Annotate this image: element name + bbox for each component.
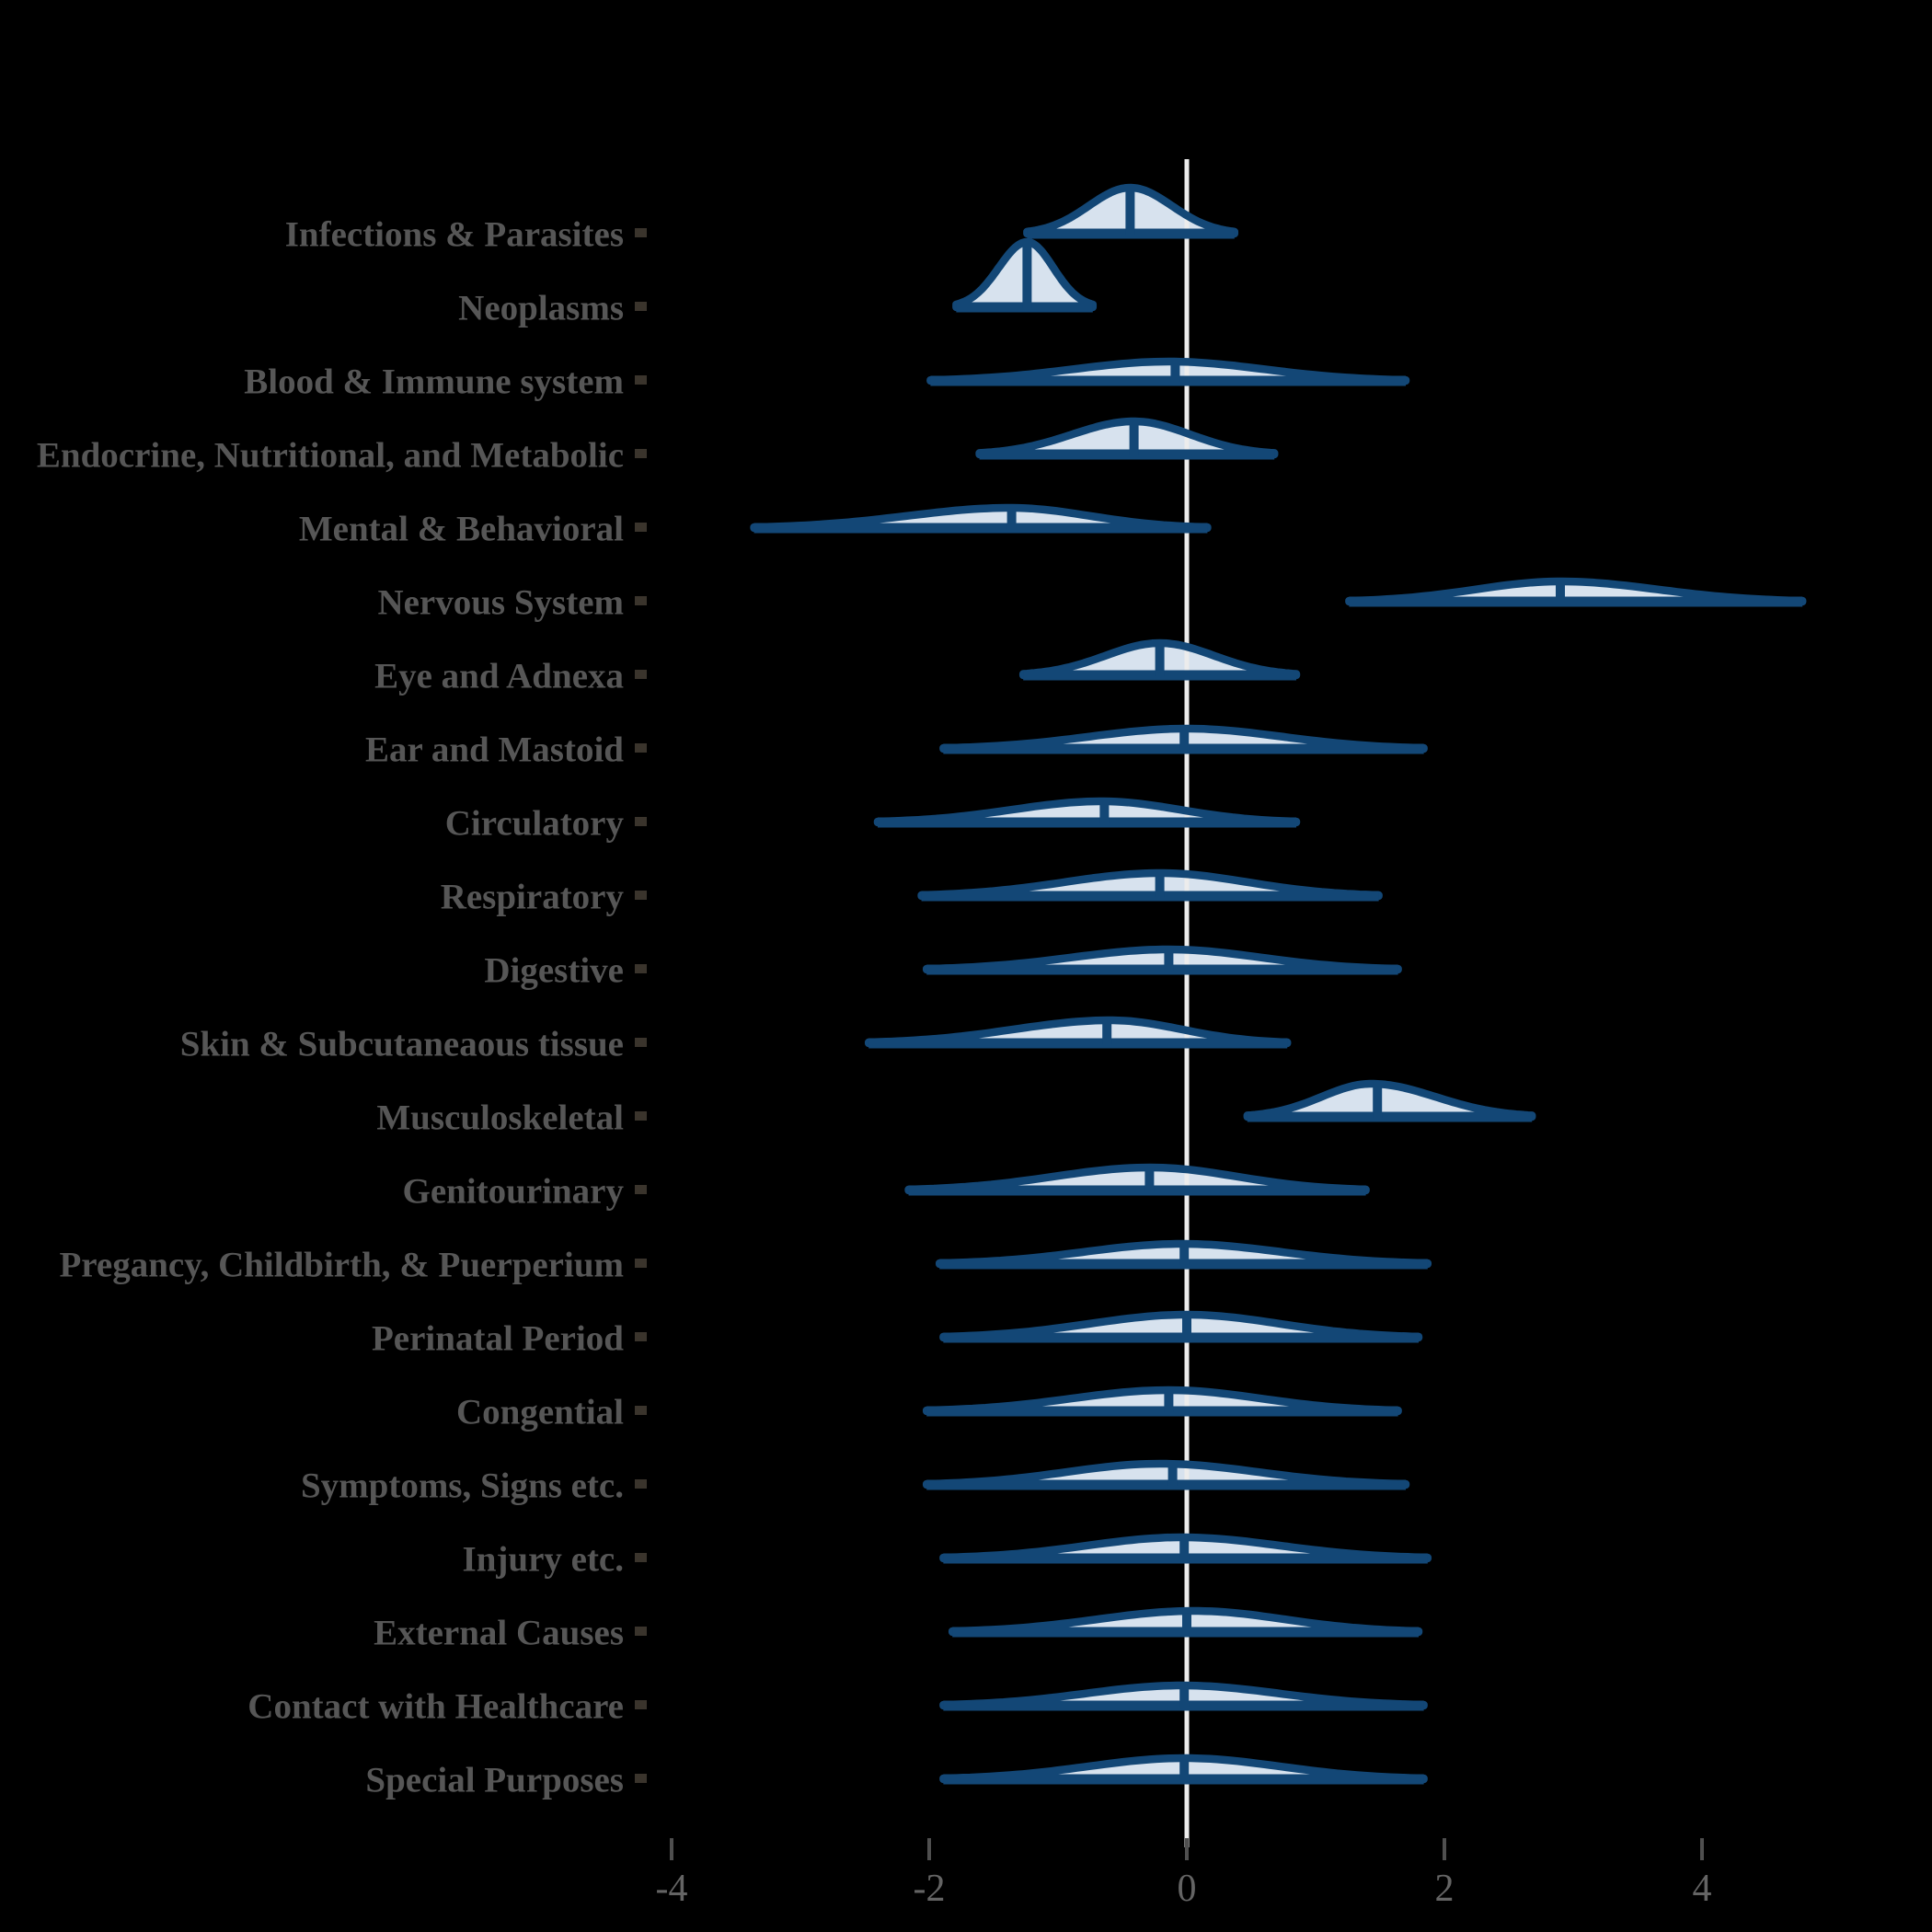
category-label: Nervous System <box>377 583 624 623</box>
category-label: Eye and Adnexa <box>374 657 624 696</box>
category-tick-square <box>635 449 647 458</box>
category-tick-square <box>635 1185 647 1194</box>
category-label: Perinatal Period <box>372 1319 624 1359</box>
category-tick-square <box>635 891 647 900</box>
category-label: Genitourinary <box>403 1172 625 1212</box>
x-axis-tick-mark <box>1185 1838 1189 1860</box>
x-axis-tick-mark <box>927 1838 931 1860</box>
category-tick-square <box>635 743 647 753</box>
category-tick-square <box>635 523 647 532</box>
category-tick-square <box>635 964 647 973</box>
category-label: Ear and Mastoid <box>365 730 624 770</box>
x-axis-tick-label: -2 <box>914 1868 946 1910</box>
category-tick-square <box>635 1774 647 1783</box>
category-tick-square <box>635 670 647 679</box>
violin-fill <box>921 873 1379 896</box>
category-label: Special Purposes <box>365 1761 624 1800</box>
x-axis-tick-mark <box>670 1838 673 1860</box>
violin-outline <box>1243 1079 1536 1121</box>
category-label: Symptoms, Signs etc. <box>301 1466 624 1506</box>
category-label: Endocrine, Nutritional, and Metabolic <box>37 436 624 476</box>
violin-fill <box>979 421 1275 454</box>
x-axis-tick-label: 2 <box>1435 1868 1455 1910</box>
violin-outline <box>1018 638 1301 680</box>
category-tick-square <box>635 1553 647 1562</box>
category-tick-square <box>635 228 647 237</box>
category-tick-square <box>635 1627 647 1636</box>
violin-outline <box>952 237 1098 312</box>
violin-fill <box>943 1315 1419 1338</box>
category-tick-square <box>635 302 647 311</box>
category-tick-square <box>635 596 647 605</box>
category-label: Mental & Behavioral <box>299 510 624 549</box>
x-axis-tick-label: 0 <box>1178 1868 1197 1910</box>
violin-fill <box>926 1464 1406 1485</box>
category-tick-square <box>635 817 647 826</box>
violin-fill <box>1247 1084 1533 1117</box>
zero-reference-line <box>1184 159 1190 1847</box>
violin-outline <box>939 1310 1423 1342</box>
x-axis-tick-label: 4 <box>1693 1868 1712 1910</box>
violin-outline <box>975 417 1279 459</box>
category-tick-square <box>635 1038 647 1047</box>
category-label: Infections & Parasites <box>285 215 624 255</box>
category-label: Blood & Immune system <box>244 362 624 402</box>
category-tick-square <box>635 1700 647 1709</box>
category-tick-square <box>635 375 647 385</box>
category-label: Circulatory <box>445 804 625 844</box>
category-label: Neoplasms <box>458 289 624 328</box>
x-axis-tick-mark <box>1700 1838 1704 1860</box>
category-label: Congential <box>456 1393 624 1432</box>
category-label: External Causes <box>374 1614 624 1653</box>
category-label: Pregancy, Childbirth, & Puerperium <box>59 1246 624 1285</box>
category-tick-square <box>635 1332 647 1341</box>
category-label: Respiratory <box>441 878 625 917</box>
category-label: Musculoskeletal <box>376 1098 624 1138</box>
category-tick-square <box>635 1111 647 1121</box>
x-axis-tick-label: -4 <box>656 1868 688 1910</box>
x-axis-tick-mark <box>1443 1838 1446 1860</box>
category-tick-square <box>635 1479 647 1489</box>
category-label: Injury etc. <box>463 1540 624 1580</box>
category-label: Contact with Healthcare <box>247 1687 624 1727</box>
category-tick-square <box>635 1406 647 1415</box>
category-label: Skin & Subcutaneaous tissue <box>180 1025 624 1064</box>
category-label: Digestive <box>484 951 624 991</box>
violin-outline <box>1023 183 1239 238</box>
category-tick-square <box>635 1259 647 1268</box>
violin-fill <box>926 1390 1398 1411</box>
